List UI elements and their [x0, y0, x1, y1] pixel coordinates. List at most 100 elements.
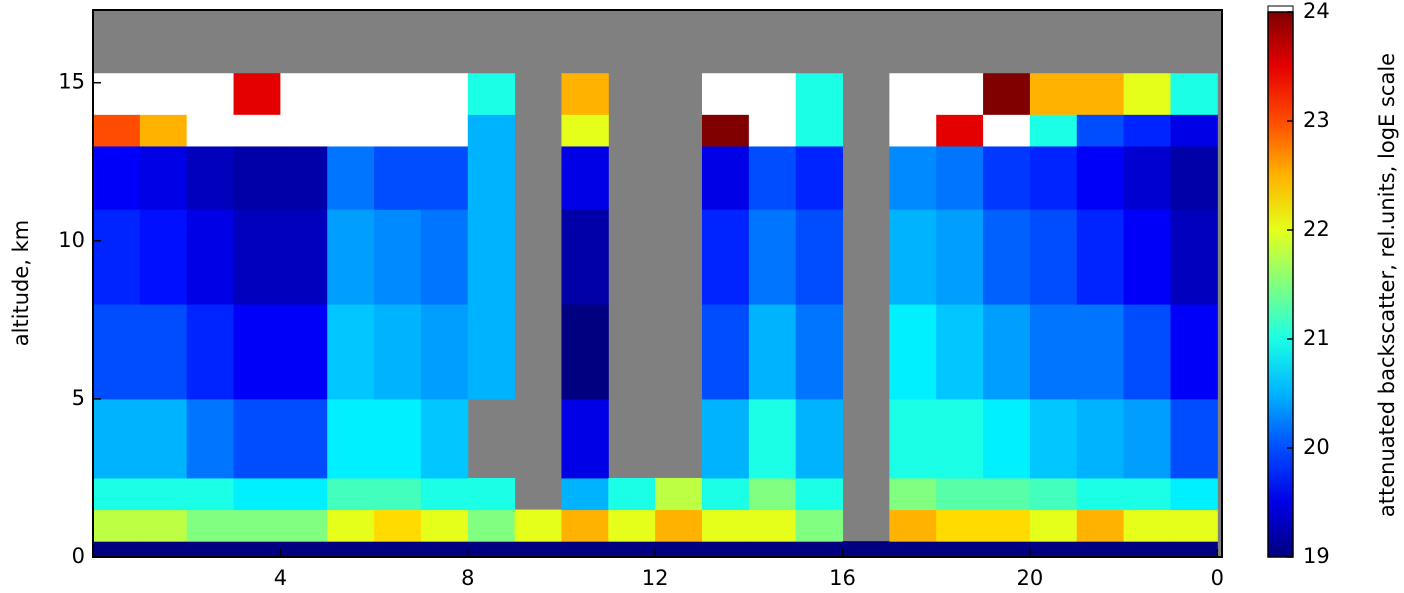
heatmap-cell	[280, 509, 328, 542]
heatmap-cell	[467, 304, 516, 400]
heatmap-cell	[561, 73, 609, 115]
heatmap-cell	[374, 509, 422, 542]
heatmap-cell	[374, 209, 422, 305]
colorbar-tick-label: 24	[1303, 0, 1330, 23]
heatmap-cell	[233, 541, 281, 558]
heatmap-cell	[702, 541, 750, 558]
colorbar-tick-label: 21	[1303, 326, 1330, 350]
heatmap-cell	[1076, 304, 1125, 400]
heatmap-cell	[1029, 145, 1078, 210]
heatmap-cell	[748, 114, 797, 147]
heatmap-cell	[1123, 209, 1171, 305]
heatmap-cell	[936, 477, 984, 511]
heatmap-cell	[1029, 304, 1078, 400]
heatmap-cell	[748, 304, 797, 400]
heatmap-cell	[327, 304, 375, 400]
heatmap-cell	[280, 477, 328, 511]
heatmap-cell	[327, 541, 375, 558]
heatmap-cell	[1170, 541, 1218, 558]
heatmap-cell	[936, 145, 984, 210]
heatmap-cell	[983, 477, 1031, 511]
heatmap-cell	[795, 398, 844, 479]
heatmap-cell	[608, 541, 656, 558]
heatmap-cell	[327, 73, 375, 115]
heatmap-cell	[936, 509, 984, 542]
heatmap-cell	[936, 541, 984, 558]
heatmap-cell	[1076, 509, 1125, 542]
heatmap-cell	[702, 209, 750, 305]
heatmap-cell	[1029, 114, 1078, 147]
colorbar-over	[1267, 5, 1294, 13]
heatmap-cell	[655, 509, 703, 542]
heatmap-cell	[280, 304, 328, 400]
heatmap-cell	[1029, 73, 1078, 115]
heatmap-cell	[374, 114, 422, 147]
heatmap-cell	[608, 477, 656, 511]
heatmap-cell	[748, 209, 797, 305]
heatmap-cell	[420, 398, 469, 479]
heatmap-cell	[327, 477, 375, 511]
heatmap-cell	[233, 145, 281, 210]
heatmap-cell	[374, 145, 422, 210]
heatmap-cell	[93, 398, 141, 479]
heatmap-cell	[561, 541, 609, 558]
heatmap-cell	[1123, 145, 1171, 210]
heatmap-cell	[983, 398, 1031, 479]
heatmap-cell	[327, 209, 375, 305]
heatmap-cell	[983, 114, 1031, 147]
heatmap-cell	[420, 477, 469, 511]
heatmap-cell	[889, 209, 937, 305]
heatmap-cell	[561, 509, 609, 542]
heatmap-cell	[467, 73, 516, 115]
heatmap-cell	[93, 509, 141, 542]
heatmap-cell	[1170, 304, 1218, 400]
heatmap-cell	[1170, 114, 1218, 147]
heatmap-cell	[1029, 541, 1078, 558]
heatmap-cell	[983, 509, 1031, 542]
y-tick-label: 5	[72, 386, 85, 410]
heatmap-cell	[889, 477, 937, 511]
x-tick-label: 20	[1017, 566, 1044, 590]
heatmap-cell	[561, 398, 609, 479]
heatmap-cell	[374, 477, 422, 511]
heatmap-cell	[93, 541, 141, 558]
heatmap-cell	[936, 304, 984, 400]
heatmap-cell	[655, 477, 703, 511]
heatmap-cell	[139, 73, 188, 115]
heatmap-cell	[186, 73, 235, 115]
heatmap-cell	[1123, 509, 1171, 542]
heatmap-cell	[467, 145, 516, 210]
heatmap-cell	[233, 304, 281, 400]
heatmap-cell	[1123, 477, 1171, 511]
heatmap-cell	[280, 114, 328, 147]
heatmap-cell	[280, 541, 328, 558]
colorbar-tick-label: 23	[1303, 108, 1330, 132]
heatmap-cell	[139, 114, 188, 147]
y-tick-label: 0	[72, 544, 85, 568]
colorbar-tick-label: 22	[1303, 217, 1330, 241]
x-tick-label: 4	[274, 566, 287, 590]
heatmap-cell	[233, 209, 281, 305]
heatmap-cell	[467, 509, 516, 542]
heatmap-cell	[420, 73, 469, 115]
x-tick-label: 8	[461, 566, 474, 590]
heatmap-cell	[186, 145, 235, 210]
heatmap-cell	[374, 304, 422, 400]
heatmap-cell	[702, 477, 750, 511]
heatmap-cell	[186, 509, 235, 542]
heatmap-cell	[702, 509, 750, 542]
heatmap-cell	[748, 145, 797, 210]
heatmap-cell	[1029, 209, 1078, 305]
heatmap-cell	[1170, 73, 1218, 115]
heatmap-cell	[374, 73, 422, 115]
heatmap-cell	[93, 477, 141, 511]
heatmap-cell	[139, 398, 188, 479]
heatmap-cell	[702, 398, 750, 479]
heatmap-cell	[1170, 398, 1218, 479]
heatmap-cell	[233, 398, 281, 479]
heatmap-cell	[93, 209, 141, 305]
heatmap-cell	[186, 209, 235, 305]
heatmap-cell	[748, 477, 797, 511]
colorbar-tick-label: 20	[1303, 435, 1330, 459]
